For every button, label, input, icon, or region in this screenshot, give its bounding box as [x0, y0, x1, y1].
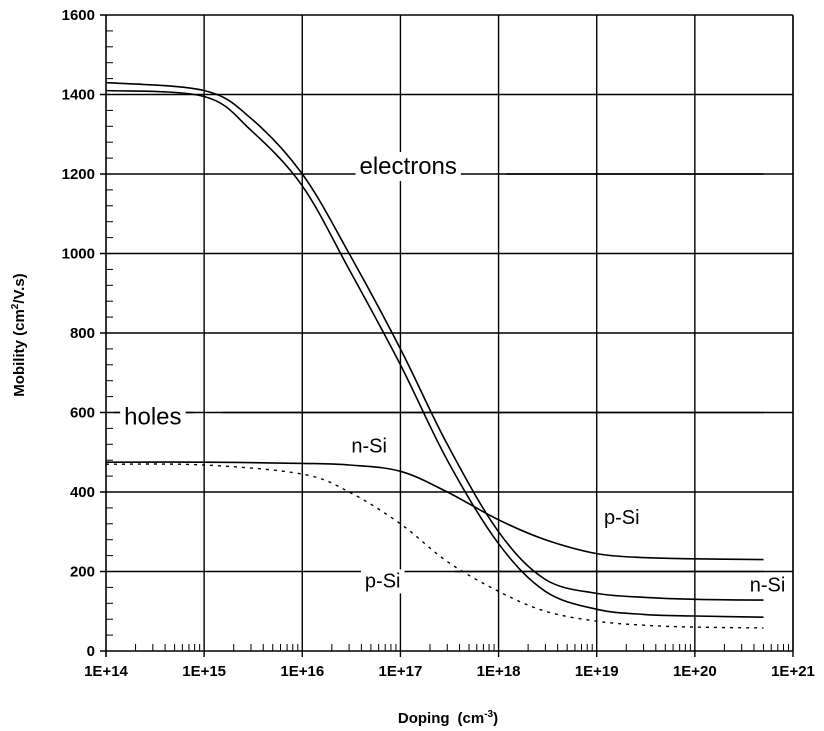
- y-tick-label: 200: [70, 564, 95, 581]
- annotation-bg: [347, 434, 391, 459]
- y-tick-label: 1000: [62, 246, 95, 263]
- y-tick-label: 400: [70, 484, 95, 501]
- annotations: electrons holes n-Si p-Si p-Si n-Si: [124, 153, 785, 596]
- annotation-bg: [355, 152, 461, 181]
- annotation-n-si: n-Si: [750, 574, 786, 596]
- annotation-bg: [360, 569, 405, 594]
- annotation-leader-lines: [113, 173, 764, 573]
- y-tick-label: 1200: [62, 166, 95, 183]
- annotation-bg: [120, 402, 186, 432]
- annotation-p-si: p-Si: [365, 570, 401, 592]
- x-tick-label: 1E+15: [182, 663, 226, 680]
- annotation-electrons: electrons: [360, 153, 457, 180]
- x-tick-label: 1E+17: [379, 663, 423, 680]
- annotation-holes: holes: [124, 403, 181, 430]
- annotation-p-si: p-Si: [604, 507, 640, 529]
- x-tick-label: 1E+19: [575, 663, 619, 680]
- series-electrons-1: [105, 89, 764, 618]
- series-holes-3: [105, 463, 764, 629]
- series-electrons-0: [105, 81, 764, 601]
- y-tick-label: 1400: [62, 87, 95, 104]
- x-tick-label: 1E+16: [280, 663, 324, 680]
- series-holes-2: [105, 461, 764, 561]
- minor-ticks: [106, 30, 790, 651]
- x-tick-label: 1E+14: [84, 663, 128, 680]
- y-tick-label: 0: [87, 643, 95, 660]
- x-tick-labels: 1E+14 1E+15 1E+16 1E+17 1E+18 1E+19 1E+20 1E+21: [84, 663, 815, 680]
- annotation-bg: [599, 505, 644, 530]
- x-tick-label: 1E+20: [673, 663, 717, 680]
- annotation-bg: [745, 573, 790, 598]
- annotation-backgrounds: [120, 152, 790, 598]
- annotation-n-si: n-Si: [351, 435, 387, 457]
- x-axis-title: Doping (cm-3): [398, 709, 498, 727]
- y-tick-labels: 0 200 400 600 800 1000 1200 1400 1600: [62, 7, 95, 660]
- y-tick-label: 800: [70, 325, 95, 342]
- x-tick-label: 1E+21: [771, 663, 815, 680]
- grid-lines: [100, 14, 794, 657]
- x-tick-label: 1E+18: [477, 663, 521, 680]
- data-series: [105, 81, 764, 629]
- y-tick-label: 600: [70, 405, 95, 422]
- y-tick-label: 1600: [62, 7, 95, 24]
- y-axis-title: Mobility (cm2/V.s): [10, 273, 28, 396]
